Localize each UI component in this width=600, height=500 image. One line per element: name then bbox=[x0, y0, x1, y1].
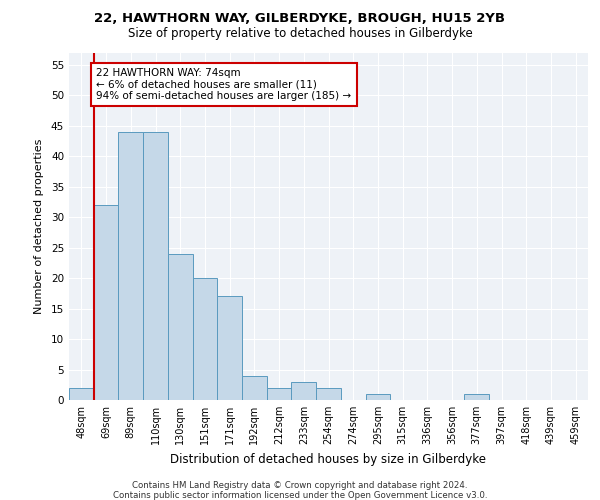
Text: Contains public sector information licensed under the Open Government Licence v3: Contains public sector information licen… bbox=[113, 491, 487, 500]
Bar bbox=[193, 278, 217, 400]
Bar bbox=[69, 388, 94, 400]
Bar bbox=[118, 132, 143, 400]
Bar bbox=[365, 394, 390, 400]
Bar bbox=[168, 254, 193, 400]
Text: 22, HAWTHORN WAY, GILBERDYKE, BROUGH, HU15 2YB: 22, HAWTHORN WAY, GILBERDYKE, BROUGH, HU… bbox=[95, 12, 505, 26]
Bar bbox=[217, 296, 242, 400]
Bar bbox=[292, 382, 316, 400]
Bar bbox=[143, 132, 168, 400]
Bar bbox=[242, 376, 267, 400]
Text: 22 HAWTHORN WAY: 74sqm
← 6% of detached houses are smaller (11)
94% of semi-deta: 22 HAWTHORN WAY: 74sqm ← 6% of detached … bbox=[96, 68, 352, 101]
Bar bbox=[267, 388, 292, 400]
Text: Size of property relative to detached houses in Gilberdyke: Size of property relative to detached ho… bbox=[128, 28, 472, 40]
X-axis label: Distribution of detached houses by size in Gilberdyke: Distribution of detached houses by size … bbox=[170, 452, 487, 466]
Bar bbox=[316, 388, 341, 400]
Bar bbox=[464, 394, 489, 400]
Text: Contains HM Land Registry data © Crown copyright and database right 2024.: Contains HM Land Registry data © Crown c… bbox=[132, 481, 468, 490]
Bar bbox=[94, 205, 118, 400]
Y-axis label: Number of detached properties: Number of detached properties bbox=[34, 138, 44, 314]
